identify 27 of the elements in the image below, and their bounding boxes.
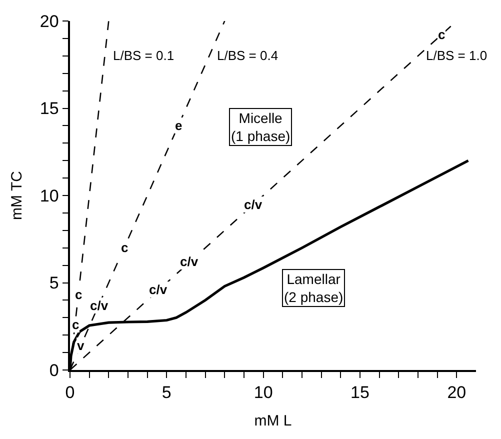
annotation: c/v	[244, 197, 263, 212]
annotation: v	[77, 338, 85, 353]
x-tick-label: 15	[350, 383, 370, 402]
annotation: c	[75, 287, 82, 302]
annotation: Micelle (1 phase)	[231, 110, 290, 144]
x-tick-label: 20	[447, 383, 466, 402]
x-tick-label: 5	[162, 383, 172, 402]
annotation: c/v	[90, 298, 109, 313]
x-tick-label: 10	[254, 383, 273, 402]
y-tick-label: 5	[49, 274, 59, 293]
y-tick-label: 20	[40, 12, 59, 31]
y-axis-title: mM TC	[8, 170, 26, 220]
annotation: c/v	[149, 282, 168, 297]
annotation: e	[175, 118, 182, 133]
annotation: c	[72, 317, 80, 332]
y-tick-label: 15	[40, 99, 59, 118]
series-label: L/BS = 0.4	[217, 48, 278, 63]
annotation: c	[121, 240, 128, 255]
annotation: c	[438, 27, 446, 42]
series-label: L/BS = 0.1	[113, 48, 174, 63]
x-axis-title: mM L	[254, 412, 292, 430]
y-tick-label: 0	[49, 360, 59, 380]
y-tick-label: 10	[40, 186, 59, 206]
series-label: L/BS = 1.0	[426, 48, 488, 63]
x-tick-label: 0	[65, 383, 75, 402]
annotation: c/v	[180, 254, 199, 269]
annotation: Lamellar (2 phase)	[284, 271, 344, 306]
